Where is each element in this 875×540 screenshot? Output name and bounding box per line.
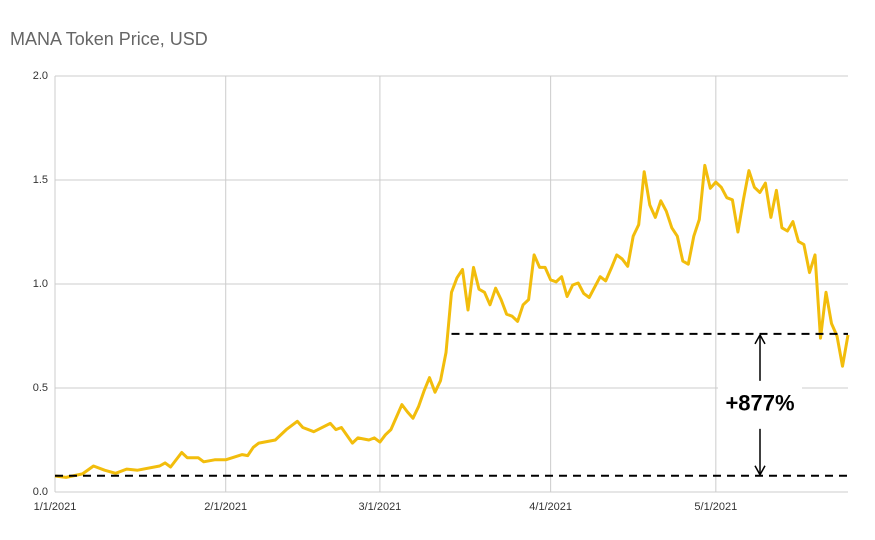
x-tick-label: 4/1/2021: [529, 501, 572, 513]
x-tick-label: 5/1/2021: [694, 501, 737, 513]
y-tick-label: 1.0: [33, 278, 48, 290]
x-tick-label: 3/1/2021: [358, 501, 401, 513]
label-box: [718, 382, 802, 427]
chart-title: MANA Token Price, USD: [10, 29, 208, 49]
arrow-head: [754, 465, 766, 477]
x-tick-label: 2/1/2021: [204, 501, 247, 513]
annotation-label: +877%: [725, 391, 794, 416]
x-tick-label: 1/1/2021: [34, 501, 77, 513]
y-tick-label: 0.0: [33, 486, 48, 498]
price-line: [54, 163, 850, 479]
y-tick-label: 1.5: [33, 174, 48, 186]
y-tick-label: 0.5: [33, 382, 48, 394]
arrow-head: [754, 333, 766, 345]
y-tick-label: 2.0: [33, 70, 48, 82]
